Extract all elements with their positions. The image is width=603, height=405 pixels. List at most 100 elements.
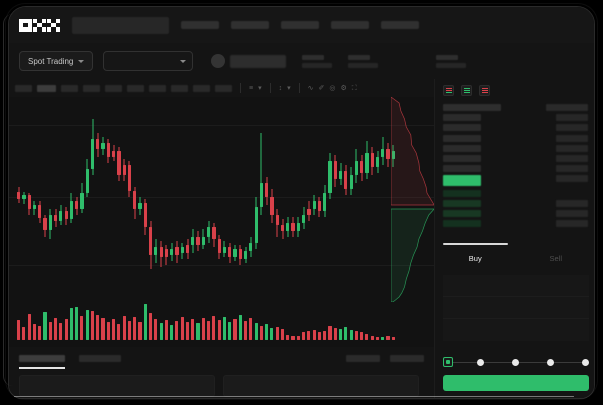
candle: [127, 97, 132, 302]
candle: [344, 97, 348, 302]
timeframe-6[interactable]: [127, 84, 144, 92]
price-chart[interactable]: [9, 97, 434, 347]
pair-select[interactable]: [103, 51, 194, 71]
table-row[interactable]: [443, 199, 588, 207]
candle-body: [243, 251, 248, 259]
orderbook-view-toggle: [435, 79, 594, 102]
price-field[interactable]: [443, 275, 589, 297]
candle: [143, 97, 147, 302]
slider-stop-100[interactable]: [582, 358, 589, 366]
candle-body: [59, 211, 63, 221]
table-row[interactable]: [443, 154, 588, 162]
slider-handle[interactable]: [443, 357, 453, 367]
chevron-down-icon-2[interactable]: ▾: [287, 84, 291, 92]
nav-item-5[interactable]: [381, 21, 419, 29]
timeframe-5[interactable]: [105, 84, 122, 92]
chart-type-icon[interactable]: ↕: [278, 84, 283, 92]
timeframe-4[interactable]: [83, 84, 100, 92]
total-field[interactable]: [443, 319, 589, 341]
table-row[interactable]: [443, 220, 588, 228]
volume-bar: [201, 318, 205, 340]
stat-3: [436, 54, 467, 68]
bottom-action-1[interactable]: [346, 355, 380, 362]
nav-item-4[interactable]: [331, 21, 369, 29]
nav-item-3[interactable]: [281, 21, 319, 29]
timeframe-8[interactable]: [171, 84, 188, 92]
timeframe-9[interactable]: [193, 84, 210, 92]
volume-bar: [90, 311, 95, 340]
pencil-icon[interactable]: ✐: [318, 84, 325, 92]
candle: [59, 97, 63, 302]
timeframe-3[interactable]: [61, 84, 78, 92]
candle-body: [133, 191, 137, 209]
timeframe-10[interactable]: [215, 84, 232, 92]
slider-stop-25[interactable]: [477, 358, 484, 366]
volume-bar: [212, 316, 216, 340]
volume-bar: [196, 323, 200, 340]
table-row[interactable]: [443, 114, 588, 122]
nav-item-1[interactable]: [181, 21, 219, 29]
candle-body: [80, 193, 84, 209]
tab-sell[interactable]: Sell: [516, 247, 595, 269]
bottom-action-2[interactable]: [390, 355, 424, 362]
table-row[interactable]: [443, 144, 588, 152]
okx-logo-x: [47, 18, 60, 32]
candle: [17, 97, 21, 302]
candle-body: [191, 237, 195, 245]
candle: [333, 97, 337, 302]
candle: [249, 97, 253, 302]
volume-bar: [112, 319, 116, 340]
candle-body: [64, 211, 68, 219]
candle-body: [38, 205, 42, 218]
bid-price: [443, 189, 481, 197]
volume-bar: [286, 335, 290, 340]
okx-logo-k: [33, 18, 46, 32]
fullscreen-icon[interactable]: ⛶: [351, 84, 357, 92]
slider-stop-75[interactable]: [547, 358, 554, 366]
tab-buy[interactable]: Buy: [435, 243, 516, 269]
table-row[interactable]: [443, 124, 588, 132]
submit-order-button[interactable]: [443, 375, 589, 391]
line-tool-icon[interactable]: ∿: [307, 84, 314, 92]
nav-item-2[interactable]: [231, 21, 269, 29]
bottom-box-left[interactable]: [19, 375, 215, 397]
bottom-box-right[interactable]: [223, 375, 419, 397]
tab-order-history[interactable]: [79, 355, 121, 362]
okx-logo[interactable]: [19, 18, 60, 32]
candle-body: [370, 153, 374, 167]
volume-bar: [170, 325, 174, 340]
spot-trading-dropdown[interactable]: Spot Trading: [19, 51, 94, 71]
orderbook-view-asks-icon[interactable]: [479, 85, 490, 96]
amount-percent-slider[interactable]: [443, 357, 589, 367]
orderbook-last-price-row[interactable]: [443, 175, 588, 187]
volume-bar: [307, 331, 311, 340]
volume-bar: [259, 326, 263, 340]
slider-stop-50[interactable]: [512, 358, 519, 366]
candle: [27, 97, 31, 302]
amount-field[interactable]: [443, 297, 589, 319]
volume-bar: [391, 337, 395, 340]
orderbook-col-amount: [546, 104, 588, 111]
candle-body: [69, 201, 74, 219]
table-row[interactable]: [443, 165, 588, 173]
timeframe-7[interactable]: [149, 84, 166, 92]
magnet-icon[interactable]: ◎: [329, 84, 336, 92]
chevron-down-icon-1[interactable]: ▾: [258, 84, 262, 92]
settings-icon[interactable]: ⚙: [340, 84, 347, 92]
table-row[interactable]: [443, 209, 588, 217]
indicator-icon[interactable]: ≡: [249, 84, 254, 92]
orderbook-view-bids-icon[interactable]: [461, 85, 472, 96]
orderbook-view-both-icon[interactable]: [443, 85, 454, 96]
candle: [233, 97, 237, 302]
candle-body: [53, 215, 58, 221]
nav-search-box[interactable]: [72, 16, 169, 34]
candle: [164, 97, 169, 302]
timeframe-2[interactable]: [37, 84, 56, 92]
candle: [238, 97, 242, 302]
table-row[interactable]: [443, 189, 588, 197]
toolbar-divider-1: [240, 83, 241, 93]
table-row[interactable]: [443, 134, 588, 142]
timeframe-1[interactable]: [15, 84, 32, 92]
tab-open-orders[interactable]: [19, 355, 65, 362]
candle-body: [90, 139, 95, 169]
